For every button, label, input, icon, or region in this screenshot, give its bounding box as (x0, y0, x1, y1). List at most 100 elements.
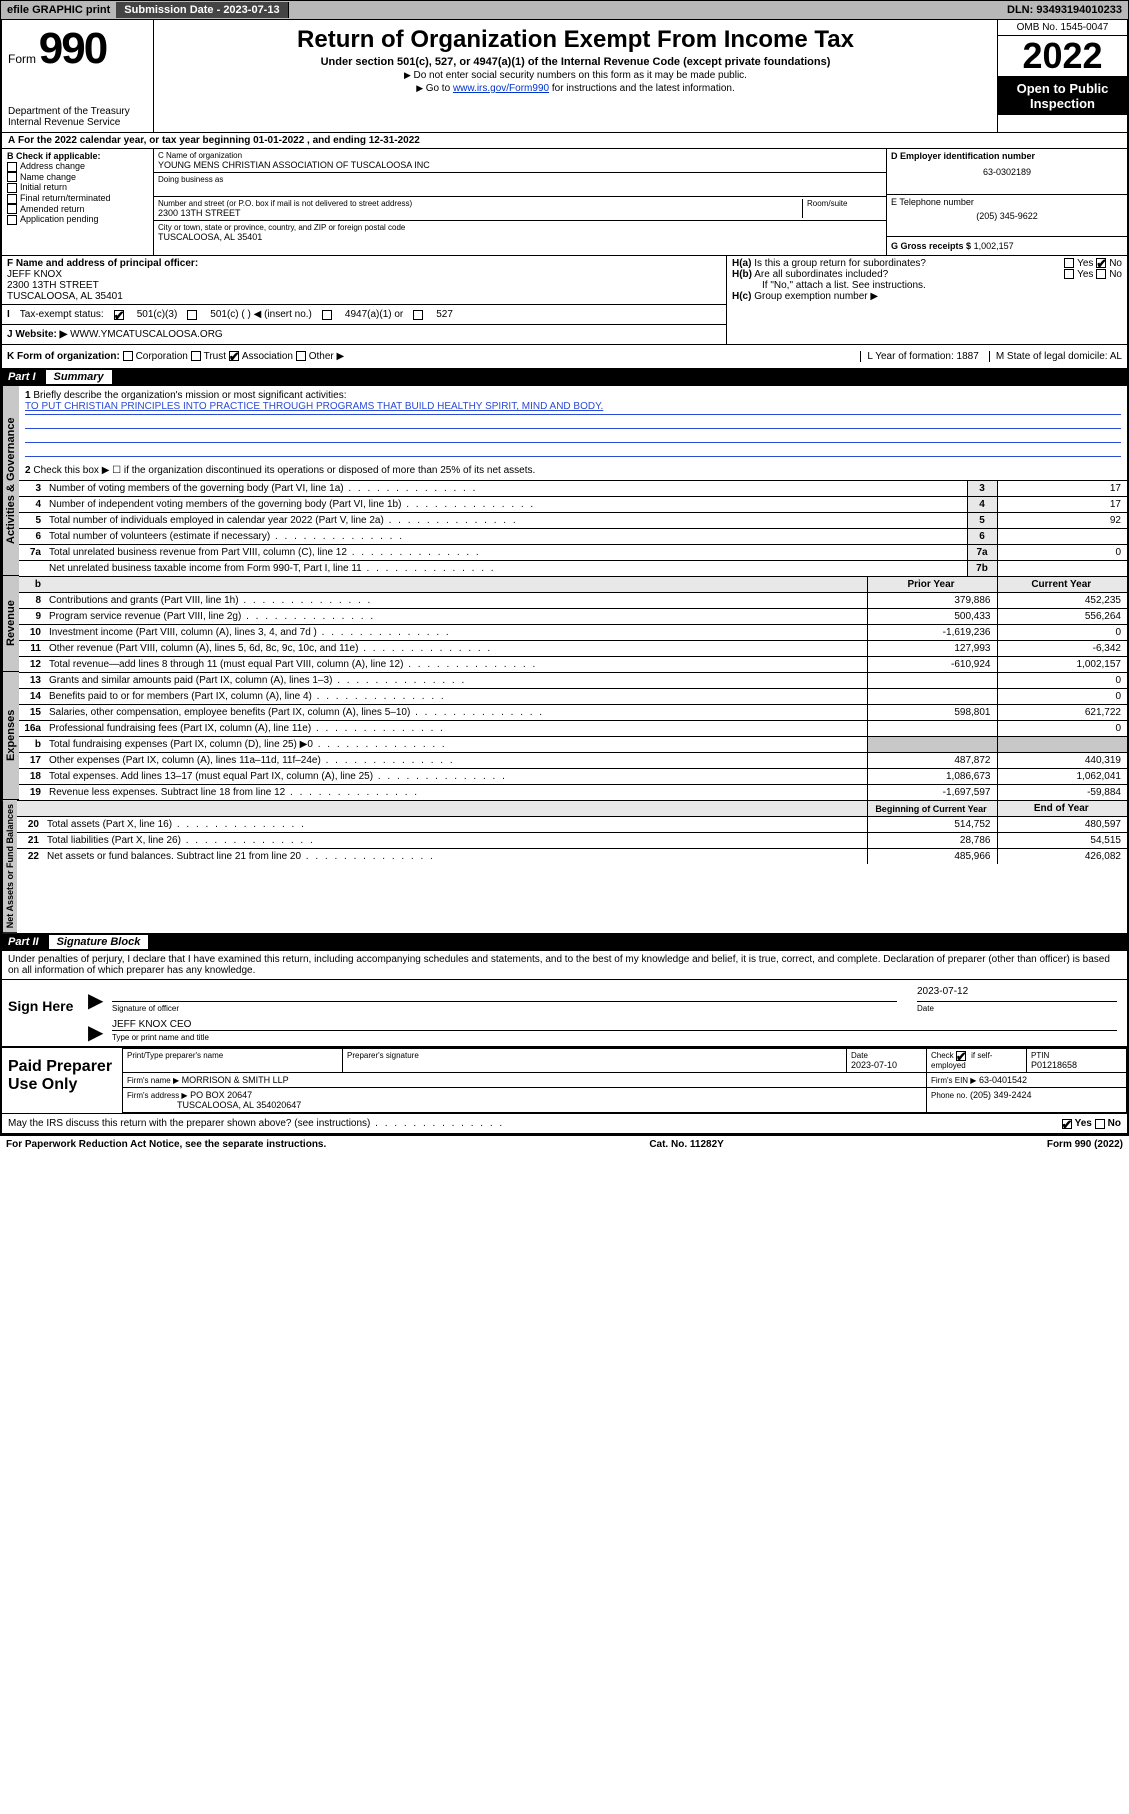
row-num: 12 (19, 657, 45, 673)
vtab-netassets: Net Assets or Fund Balances (2, 800, 17, 933)
part2-num: Part II (8, 936, 39, 948)
chk-501c3[interactable] (114, 310, 124, 320)
prior-year-val: 500,433 (867, 609, 997, 625)
paid-preparer-lbl: Paid Preparer Use Only (2, 1048, 122, 1113)
mission-text: TO PUT CHRISTIAN PRINCIPLES INTO PRACTIC… (25, 401, 1121, 415)
firm-ein: 63-0401542 (979, 1075, 1027, 1085)
website-val: WWW.YMCATUSCALOOSA.ORG (70, 329, 223, 340)
current-year-val: 0 (997, 625, 1127, 641)
preparer-table: Print/Type preparer's name Preparer's si… (122, 1048, 1127, 1113)
row-num: 7a (19, 545, 45, 561)
form-container: Form 990 Department of the Treasury Inte… (0, 20, 1129, 1135)
row-val (997, 529, 1127, 545)
part1-title: Summary (46, 370, 112, 384)
row-num: 20 (17, 817, 43, 833)
exp-table: 13 Grants and similar amounts paid (Part… (19, 672, 1127, 800)
prep-selfemp: Check if self-employed (931, 1051, 1022, 1070)
row-val: 0 (997, 545, 1127, 561)
ha-yes[interactable] (1064, 258, 1074, 268)
hdr-prior-year: Prior Year (867, 577, 997, 593)
tel-val: (205) 345-9622 (891, 211, 1123, 221)
hb-yes[interactable] (1064, 269, 1074, 279)
tax-year: 2022 (998, 36, 1127, 77)
opt-pending: Application pending (20, 214, 99, 224)
hdr-eoy: End of Year (997, 801, 1127, 817)
chk-corp[interactable] (123, 351, 133, 361)
hb-no[interactable] (1096, 269, 1106, 279)
chk-527[interactable] (413, 310, 423, 320)
row-num: 4 (19, 497, 45, 513)
firm-phone-lbl: Phone no. (931, 1091, 967, 1100)
row-num: 15 (19, 705, 45, 721)
chk-amended[interactable] (7, 204, 17, 214)
row-num: 3 (19, 481, 45, 497)
chk-name[interactable] (7, 172, 17, 182)
na-table: Beginning of Current YearEnd of Year 20 … (17, 800, 1127, 864)
row-text: Salaries, other compensation, employee b… (45, 705, 867, 721)
chk-final[interactable] (7, 194, 17, 204)
prior-year-val: -610,924 (867, 657, 997, 673)
tax-status-lbl: Tax-exempt status: (20, 309, 104, 320)
prior-year-val: 598,801 (867, 705, 997, 721)
topbar: efile GRAPHIC print Submission Date - 20… (0, 0, 1129, 20)
chk-trust[interactable] (191, 351, 201, 361)
chk-501c[interactable] (187, 310, 197, 320)
current-year-val: 440,319 (997, 753, 1127, 769)
current-year-val: -59,884 (997, 785, 1127, 801)
current-year-val: 54,515 (997, 833, 1127, 849)
current-year-val: -6,342 (997, 641, 1127, 657)
current-year-val: 480,597 (997, 817, 1127, 833)
hb-text: Are all subordinates included? (754, 269, 888, 280)
discuss-no[interactable] (1095, 1119, 1105, 1129)
current-year-val: 1,062,041 (997, 769, 1127, 785)
chk-assoc[interactable] (229, 351, 239, 361)
tel-lbl: E Telephone number (891, 197, 1123, 207)
sig-name: JEFF KNOX CEO (112, 1019, 1117, 1031)
chk-initial[interactable] (7, 183, 17, 193)
box-deg: D Employer identification number 63-0302… (887, 149, 1127, 255)
vtab-expenses: Expenses (2, 672, 19, 800)
form-org-lbl: K Form of organization: (7, 351, 120, 362)
row-box: 6 (967, 529, 997, 545)
state-domicile: M State of legal domicile: AL (989, 351, 1122, 362)
discuss-yes[interactable] (1062, 1119, 1072, 1129)
row-num (19, 561, 45, 577)
officer-addr1: 2300 13TH STREET (7, 280, 721, 291)
sub3-post: for instructions and the latest informat… (549, 83, 735, 94)
row-num: 10 (19, 625, 45, 641)
row-box: 7a (967, 545, 997, 561)
chk-address[interactable] (7, 162, 17, 172)
firm-addr1: PO BOX 20647 (190, 1090, 252, 1100)
page-footer: For Paperwork Reduction Act Notice, see … (0, 1135, 1129, 1153)
prep-sig-lbl: Preparer's signature (347, 1051, 842, 1060)
row-text: Total liabilities (Part X, line 26) (43, 833, 867, 849)
subtitle-3: Go to www.irs.gov/Form990 for instructio… (160, 83, 991, 94)
irs-link[interactable]: www.irs.gov/Form990 (453, 83, 549, 94)
chk-other[interactable] (296, 351, 306, 361)
ha-no[interactable] (1096, 258, 1106, 268)
gross-val: 1,002,157 (974, 241, 1014, 251)
chk-4947[interactable] (322, 310, 332, 320)
efile-label[interactable]: efile GRAPHIC print (1, 4, 116, 16)
footer-left: For Paperwork Reduction Act Notice, see … (6, 1139, 326, 1150)
prior-year-val: 1,086,673 (867, 769, 997, 785)
current-year-val: 621,722 (997, 705, 1127, 721)
form-header: Form 990 Department of the Treasury Inte… (2, 20, 1127, 133)
chk-pending[interactable] (7, 215, 17, 225)
current-year-val: 0 (997, 721, 1127, 737)
current-year-val: 452,235 (997, 593, 1127, 609)
chk-selfemp[interactable] (956, 1051, 966, 1061)
form-title: Return of Organization Exempt From Incom… (160, 26, 991, 54)
part1-header: Part I Summary (2, 368, 1127, 386)
row-text: Other revenue (Part VIII, column (A), li… (45, 641, 867, 657)
current-year-val: 556,264 (997, 609, 1127, 625)
firm-name-lbl: Firm's name ▶ (127, 1076, 179, 1085)
row-num: 17 (19, 753, 45, 769)
submission-date-btn[interactable]: Submission Date - 2023-07-13 (116, 2, 288, 18)
row-box: 5 (967, 513, 997, 529)
ptin-val: P01218658 (1031, 1060, 1122, 1070)
prior-year-val: -1,697,597 (867, 785, 997, 801)
officer-name: JEFF KNOX (7, 269, 721, 280)
prior-year-val (867, 721, 997, 737)
row-text: Total assets (Part X, line 16) (43, 817, 867, 833)
